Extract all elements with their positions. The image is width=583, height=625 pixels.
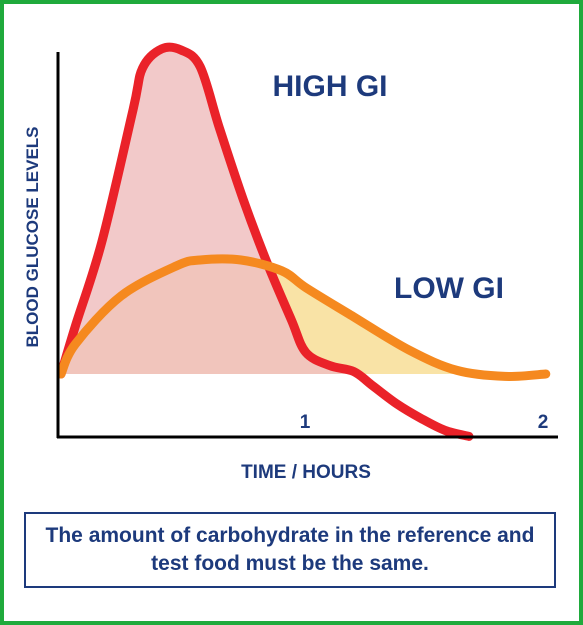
y-axis-label: BLOOD GLUCOSE LEVELS xyxy=(23,126,42,347)
x-tick-label: 2 xyxy=(538,412,549,433)
low-gi-line xyxy=(56,254,551,381)
x-tick-label: 1 xyxy=(300,412,311,433)
x-axis-label: TIME / HOURS xyxy=(241,462,371,483)
low-gi-label: LOW GI xyxy=(394,272,504,305)
high-gi-label: HIGH GI xyxy=(272,70,387,103)
note-text: The amount of carbohydrate in the refere… xyxy=(45,524,535,575)
series-lines xyxy=(56,42,551,441)
area-fills xyxy=(61,47,486,375)
note-box: The amount of carbohydrate in the refere… xyxy=(24,512,556,588)
high-gi-area xyxy=(61,47,357,375)
high-gi-line xyxy=(56,42,474,441)
